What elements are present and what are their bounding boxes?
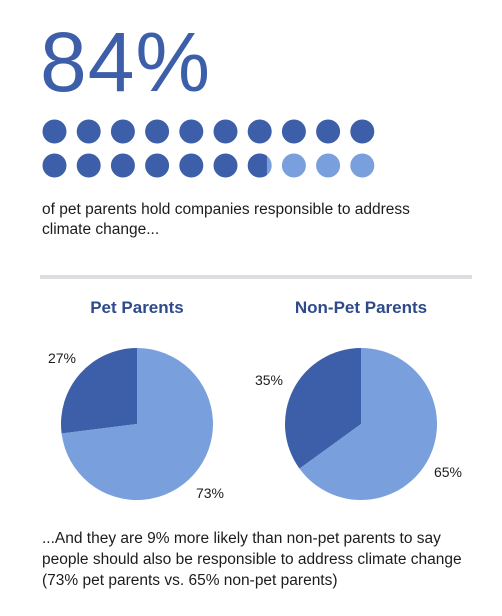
footer-text: ...And they are 9% more likely than non-… — [42, 530, 462, 589]
waffle-dot — [179, 153, 204, 178]
pie-label-non-pet-parents-1: 65% — [434, 464, 462, 480]
pie-slice-pet-parents-0 — [60, 348, 137, 434]
section-divider — [40, 275, 472, 279]
waffle-dot — [350, 119, 375, 144]
waffle-dot — [247, 119, 272, 144]
waffle-dot — [110, 153, 135, 178]
pie-slice-non-pet-parents-0 — [285, 348, 361, 469]
waffle-dot — [110, 119, 135, 144]
pie-charts: 27% 73% 35% 65% — [48, 348, 462, 501]
pie-label-pet-parents-0: 27% — [48, 350, 76, 366]
waffle-dot — [42, 119, 67, 144]
waffle-dot — [281, 153, 306, 178]
pie-slice-pet-parents-1 — [61, 348, 214, 500]
pie-label-non-pet-parents-0: 35% — [255, 372, 283, 388]
headline-stat: 84% — [40, 15, 212, 109]
waffle-dot — [247, 153, 272, 178]
waffle-dot — [145, 119, 170, 144]
waffle-dot — [350, 153, 375, 178]
waffle-dot — [316, 119, 341, 144]
waffle-dot — [316, 153, 341, 178]
waffle-dot — [76, 119, 101, 144]
headline-caption: of pet parents hold companies responsibl… — [42, 201, 410, 238]
waffle-dot — [76, 153, 101, 178]
pie-title-non-pet-parents: Non-Pet Parents — [294, 298, 428, 317]
waffle-dot — [179, 119, 204, 144]
waffle-dot — [145, 153, 170, 178]
waffle-dot — [213, 153, 238, 178]
pie-label-pet-parents-1: 73% — [196, 485, 224, 501]
waffle-dot — [213, 119, 238, 144]
waffle-dot — [281, 119, 306, 144]
pie-title-pet-parents: Pet Parents — [90, 298, 184, 317]
waffle-dot — [42, 153, 67, 178]
waffle-dot-grid — [42, 119, 375, 178]
pie-slice-non-pet-parents-1 — [299, 348, 437, 501]
